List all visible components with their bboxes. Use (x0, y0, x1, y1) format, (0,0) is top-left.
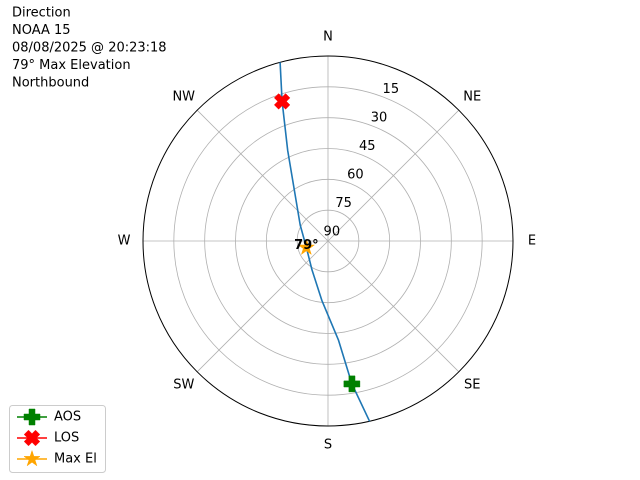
direction-label: NW (172, 89, 195, 104)
direction-label: NE (463, 89, 481, 104)
grid-spoke (327, 240, 460, 373)
title-line: Northbound (12, 76, 89, 91)
grid-spoke (327, 109, 460, 242)
polar-frame (142, 55, 514, 427)
legend: AOS LOS Max El (9, 405, 106, 473)
radial-tick-label: 30 (371, 110, 388, 125)
legend-marker (23, 408, 41, 426)
radial-tick-label: 45 (359, 139, 376, 154)
radial-tick-label: 15 (383, 82, 400, 97)
legend-marker (23, 449, 41, 467)
direction-label: SE (464, 378, 480, 393)
grid-spoke (196, 109, 329, 242)
radial-tick-label: 60 (347, 167, 364, 182)
direction-label: E (528, 234, 536, 249)
direction-label: S (324, 438, 332, 453)
max-el-annotation: 79° (294, 238, 319, 253)
title-line: NOAA 15 (12, 23, 71, 38)
direction-label: SW (173, 378, 194, 393)
direction-label: W (118, 234, 131, 249)
marker-x (273, 93, 291, 110)
legend-label: LOS (54, 431, 79, 446)
title-line: 79° Max Elevation (12, 58, 131, 73)
radial-tick-label: 90 (324, 224, 341, 239)
title-line: Direction (12, 6, 71, 21)
title-line: 08/08/2025 @ 20:23:18 (12, 41, 167, 56)
marker-star (297, 238, 316, 256)
legend-marker (23, 429, 41, 447)
legend-label: Max El (54, 452, 97, 467)
grid-spoke (196, 240, 329, 373)
direction-label: N (323, 30, 333, 45)
legend-label: AOS (54, 410, 81, 425)
radial-tick-label: 75 (335, 196, 352, 211)
marker-plus (343, 375, 361, 393)
